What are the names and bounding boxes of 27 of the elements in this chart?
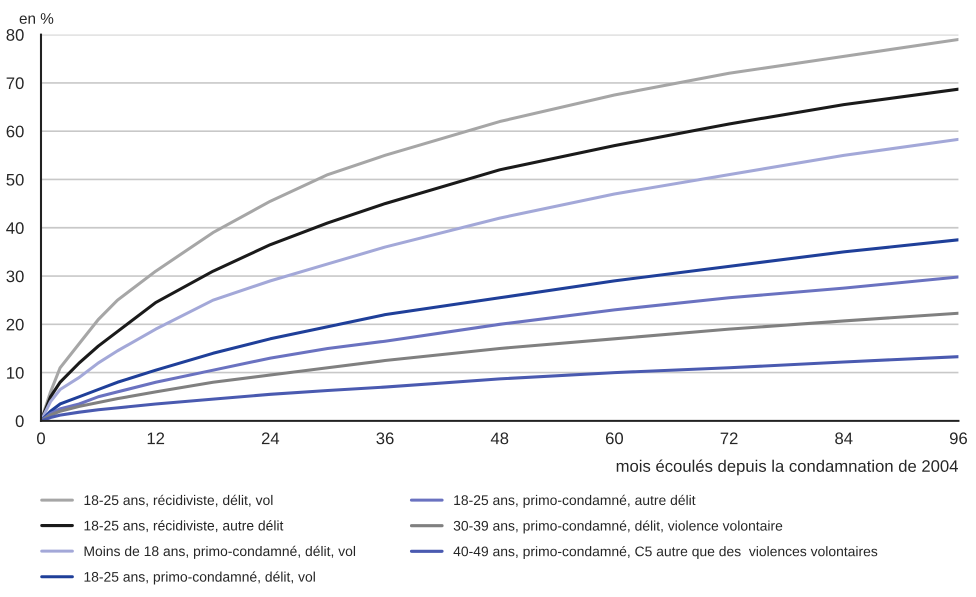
x-tick-label: 48 (490, 432, 508, 444)
x-tick-label: 72 (720, 432, 738, 444)
x-tick-label: 36 (376, 432, 394, 444)
y-tick-label: 80 (6, 29, 24, 41)
x-tick-label: 60 (606, 432, 624, 444)
legend-label: Moins de 18 ans, primo-condamné, délit, vol (84, 546, 356, 559)
legend-label: 18-25 ans, primo-condamné, autre délit (454, 494, 696, 508)
x-tick-label: 0 (37, 432, 45, 444)
legend-label: 18-25 ans, primo-condamné, délit, vol (84, 571, 315, 584)
y-tick-label: 10 (7, 367, 24, 379)
y-tick-label: 50 (6, 174, 24, 186)
legend-label: 40-49 ans, primo-condamné, C5 autre que des violences volontaires (453, 546, 878, 560)
legend-label: 30-39 ans, primo-condamné, délit, violence volontaire (454, 520, 782, 534)
x-tick-label: 12 (148, 432, 164, 444)
y-tick-label: 40 (6, 222, 24, 234)
x-tick-label: 84 (835, 432, 853, 444)
x-axis-title: mois écoulés depuis la condamnation de 2004 (616, 460, 958, 476)
x-tick-label: 96 (950, 432, 967, 444)
y-tick-label: 0 (16, 415, 24, 428)
y-tick-label: 60 (6, 126, 24, 138)
y-tick-label: 30 (6, 270, 24, 282)
legend-label: 18-25 ans, récidiviste, délit, vol (84, 494, 272, 507)
y-tick-label: 70 (6, 77, 24, 90)
y-axis-title: en % (20, 13, 54, 24)
y-tick-label: 20 (6, 318, 24, 331)
legend-label: 18-25 ans, récidiviste, autre délit (84, 520, 284, 532)
x-tick-label: 24 (262, 432, 280, 444)
